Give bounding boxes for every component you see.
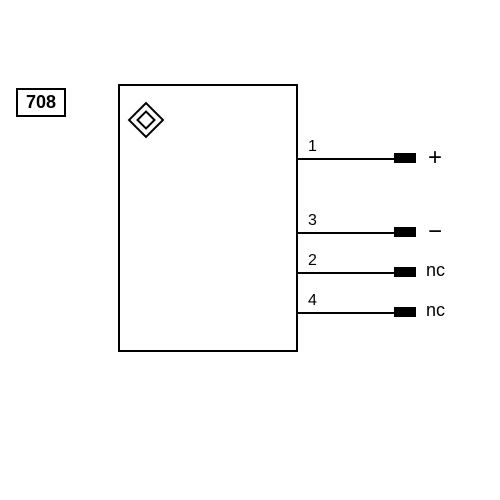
terminal-pin-4 [394,307,416,317]
reference-label: 708 [16,88,66,117]
pin-number-3: 3 [308,212,317,230]
wire-pin-2 [298,272,394,274]
pin-label-minus: − [428,218,442,246]
terminal-pin-2 [394,267,416,277]
pin-label-nc-1: nc [426,260,445,281]
pin-number-4: 4 [308,292,317,310]
pin-label-nc-2: nc [426,300,445,321]
reference-number: 708 [26,92,56,112]
pin-number-1: 1 [308,138,317,156]
pin-label-plus: + [428,144,442,172]
wire-pin-1 [298,158,394,160]
wire-pin-3 [298,232,394,234]
terminal-pin-3 [394,227,416,237]
pin-number-2: 2 [308,252,317,270]
wire-pin-4 [298,312,394,314]
terminal-pin-1 [394,153,416,163]
